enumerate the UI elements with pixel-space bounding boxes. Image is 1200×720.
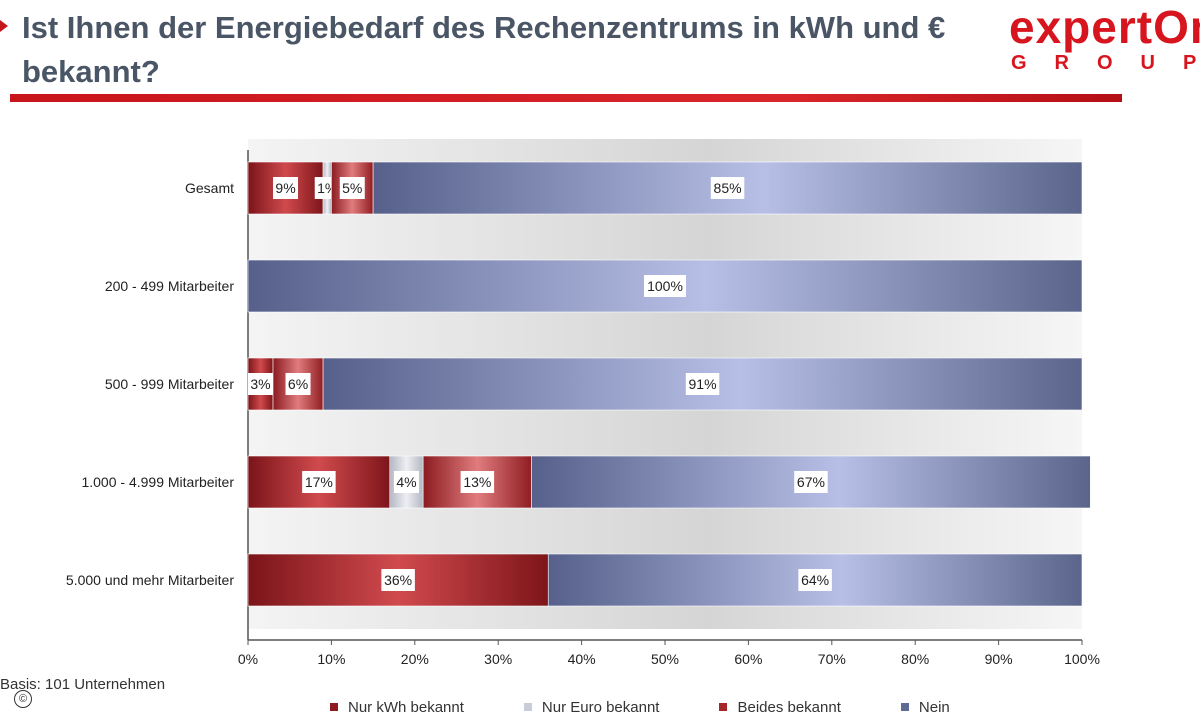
data-label-box bbox=[460, 471, 495, 493]
data-label: 3% bbox=[250, 376, 270, 392]
x-tick-label: 100% bbox=[1064, 651, 1100, 667]
legend-label: Nur kWh bekannt bbox=[348, 698, 464, 716]
x-tick-label: 10% bbox=[317, 651, 345, 667]
data-label: 36% bbox=[384, 572, 412, 588]
data-label-box bbox=[393, 471, 419, 493]
legend-item: Nein bbox=[900, 696, 950, 718]
data-label-box bbox=[285, 373, 311, 395]
x-tick-label: 60% bbox=[734, 651, 762, 667]
data-label: 85% bbox=[714, 180, 742, 196]
x-tick-label: 50% bbox=[651, 651, 679, 667]
category-label: 200 - 499 Mitarbeiter bbox=[105, 278, 235, 294]
data-label-box bbox=[685, 373, 720, 395]
legend-swatch bbox=[719, 703, 728, 711]
data-label: 9% bbox=[275, 180, 295, 196]
data-label-box bbox=[248, 373, 274, 395]
logo-wordmark: expertOn bbox=[1009, 1, 1200, 53]
company-logo: expertOn GROUP bbox=[1005, 0, 1200, 80]
copyright-icon: © bbox=[14, 690, 32, 708]
legend-item: Beides bekannt bbox=[719, 696, 841, 718]
legend-swatch bbox=[523, 703, 532, 711]
data-label: 17% bbox=[305, 474, 333, 490]
data-label-box bbox=[644, 275, 686, 297]
data-label: 91% bbox=[689, 376, 717, 392]
legend-label: Nein bbox=[918, 698, 950, 716]
x-tick-label: 0% bbox=[238, 651, 258, 667]
legend-swatch bbox=[900, 703, 909, 711]
legend-label: Beides bekannt bbox=[737, 698, 841, 716]
data-label: 100% bbox=[647, 278, 683, 294]
logo-subtitle: GROUP bbox=[1011, 52, 1196, 74]
data-label-box bbox=[794, 471, 828, 493]
title-divider bbox=[10, 94, 1122, 102]
x-tick-label: 30% bbox=[484, 651, 512, 667]
category-label: Gesamt bbox=[185, 180, 234, 196]
x-tick-label: 40% bbox=[568, 651, 596, 667]
legend-label: Nur Euro bekannt bbox=[541, 698, 660, 716]
data-label: 6% bbox=[288, 376, 308, 392]
data-label-box bbox=[381, 569, 415, 591]
data-label: 13% bbox=[463, 474, 491, 490]
data-label-box bbox=[798, 569, 832, 591]
legend-item: Nur Euro bekannt bbox=[523, 696, 660, 718]
category-label: 5.000 und mehr Mitarbeiter bbox=[66, 572, 234, 588]
page-title: Ist Ihnen der Energiebedarf des Rechenze… bbox=[22, 10, 946, 89]
data-basis-note: Basis: 101 Unternehmen bbox=[0, 676, 166, 693]
data-label-box bbox=[339, 177, 365, 199]
legend-item: Nur kWh bekannt bbox=[330, 696, 464, 718]
data-label: 64% bbox=[801, 572, 829, 588]
x-tick-label: 70% bbox=[818, 651, 846, 667]
data-label: 4% bbox=[396, 474, 416, 490]
title-bullet-icon bbox=[0, 20, 8, 32]
data-label: 5% bbox=[342, 180, 362, 196]
data-label-box bbox=[302, 471, 336, 493]
chart-legend: Nur kWh bekannt Nur Euro bekannt Beides be… bbox=[330, 696, 1010, 718]
title-area: Ist Ihnen der Energiebedarf des Rechenze… bbox=[0, 0, 990, 100]
x-tick-label: 20% bbox=[401, 651, 429, 667]
x-tick-label: 90% bbox=[985, 651, 1013, 667]
category-label: 500 - 999 Mitarbeiter bbox=[105, 376, 235, 392]
data-label-box bbox=[273, 177, 299, 199]
data-label: 67% bbox=[797, 474, 825, 490]
stacked-bar-chart: 9% 1% 5% 85%100%3% 6% 91%17% 4% 13% 67%36% 64% Ge… bbox=[66, 139, 1100, 667]
legend-swatch bbox=[330, 703, 338, 711]
data-label-box bbox=[710, 177, 745, 199]
category-label: 1.000 - 4.999 Mitarbeiter bbox=[81, 474, 234, 490]
x-tick-label: 80% bbox=[901, 651, 929, 667]
